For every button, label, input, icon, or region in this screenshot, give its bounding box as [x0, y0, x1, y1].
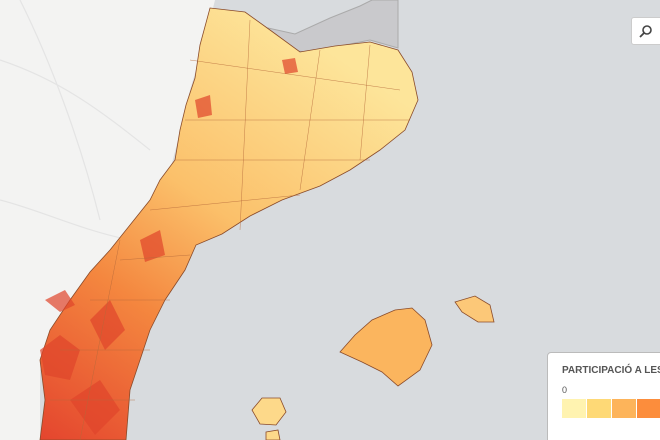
municipalities: [40, 58, 298, 435]
menorca: [454, 295, 495, 323]
france: [267, 0, 399, 53]
legend-swatch: [637, 399, 660, 418]
legend: PARTICIPACIÓ A LES 0: [547, 352, 660, 440]
mallorca: [339, 307, 433, 387]
search-icon: [639, 25, 652, 38]
legend-swatch: [587, 399, 611, 418]
legend-swatch: [612, 399, 636, 418]
legend-swatches: [562, 399, 660, 418]
ibiza: [251, 397, 287, 426]
formentera: [265, 429, 281, 440]
legend-title: PARTICIPACIÓ A LES: [562, 365, 660, 376]
borders: [50, 19, 410, 440]
region-land: [39, 7, 419, 440]
search-button[interactable]: [631, 17, 660, 45]
roads: [0, 0, 151, 241]
legend-min-label: 0: [562, 385, 568, 395]
legend-swatch: [562, 399, 586, 418]
